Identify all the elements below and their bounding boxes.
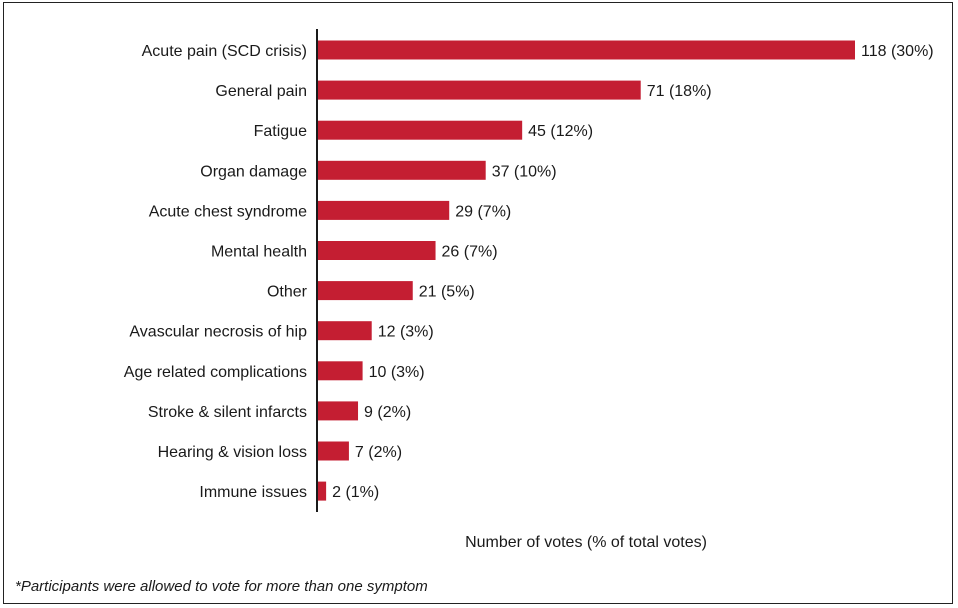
category-label: Hearing & vision loss	[158, 444, 307, 461]
category-label: Fatigue	[254, 123, 307, 140]
bar	[317, 40, 855, 60]
bar	[317, 401, 359, 421]
bar	[317, 361, 363, 381]
bar	[317, 321, 372, 341]
category-label: General pain	[215, 83, 307, 100]
bar	[317, 80, 641, 100]
bar	[317, 200, 450, 220]
category-label: Immune issues	[199, 484, 307, 501]
data-label: 2 (1%)	[332, 484, 379, 501]
bars-group	[317, 40, 855, 501]
bar	[317, 441, 349, 461]
data-label: 9 (2%)	[364, 404, 411, 421]
data-label: 10 (3%)	[369, 364, 425, 381]
bar	[317, 481, 327, 501]
category-labels-group: Acute pain (SCD crisis) General pain Fatig…	[124, 43, 308, 501]
bar	[317, 160, 486, 180]
bar	[317, 241, 436, 260]
data-labels-group: 118 (30%) 71 (18%) 45 (12%) 37 (10%) 29 (7%)…	[332, 43, 934, 501]
data-label: 12 (3%)	[378, 324, 434, 341]
category-label: Age related complications	[124, 364, 307, 381]
category-label: Organ damage	[200, 163, 307, 180]
category-label: Acute chest syndrome	[149, 203, 307, 220]
category-label: Mental health	[211, 244, 307, 261]
category-label: Avascular necrosis of hip	[129, 324, 307, 341]
category-label: Other	[267, 284, 308, 301]
bar	[317, 281, 413, 301]
data-label: 37 (10%)	[492, 163, 557, 180]
x-axis-label: Number of votes (% of total votes)	[465, 534, 707, 551]
data-label: 71 (18%)	[647, 83, 712, 100]
category-label: Acute pain (SCD crisis)	[142, 43, 307, 60]
footnote: *Participants were allowed to vote for m…	[15, 578, 428, 595]
data-label: 118 (30%)	[861, 43, 934, 60]
data-label: 21 (5%)	[419, 284, 475, 301]
data-label: 26 (7%)	[442, 244, 498, 261]
data-label: 29 (7%)	[455, 203, 511, 220]
chart-frame	[3, 2, 953, 604]
bar	[317, 120, 523, 140]
category-label: Stroke & silent infarcts	[148, 404, 307, 421]
data-label: 7 (2%)	[355, 444, 402, 461]
data-label: 45 (12%)	[528, 123, 593, 140]
